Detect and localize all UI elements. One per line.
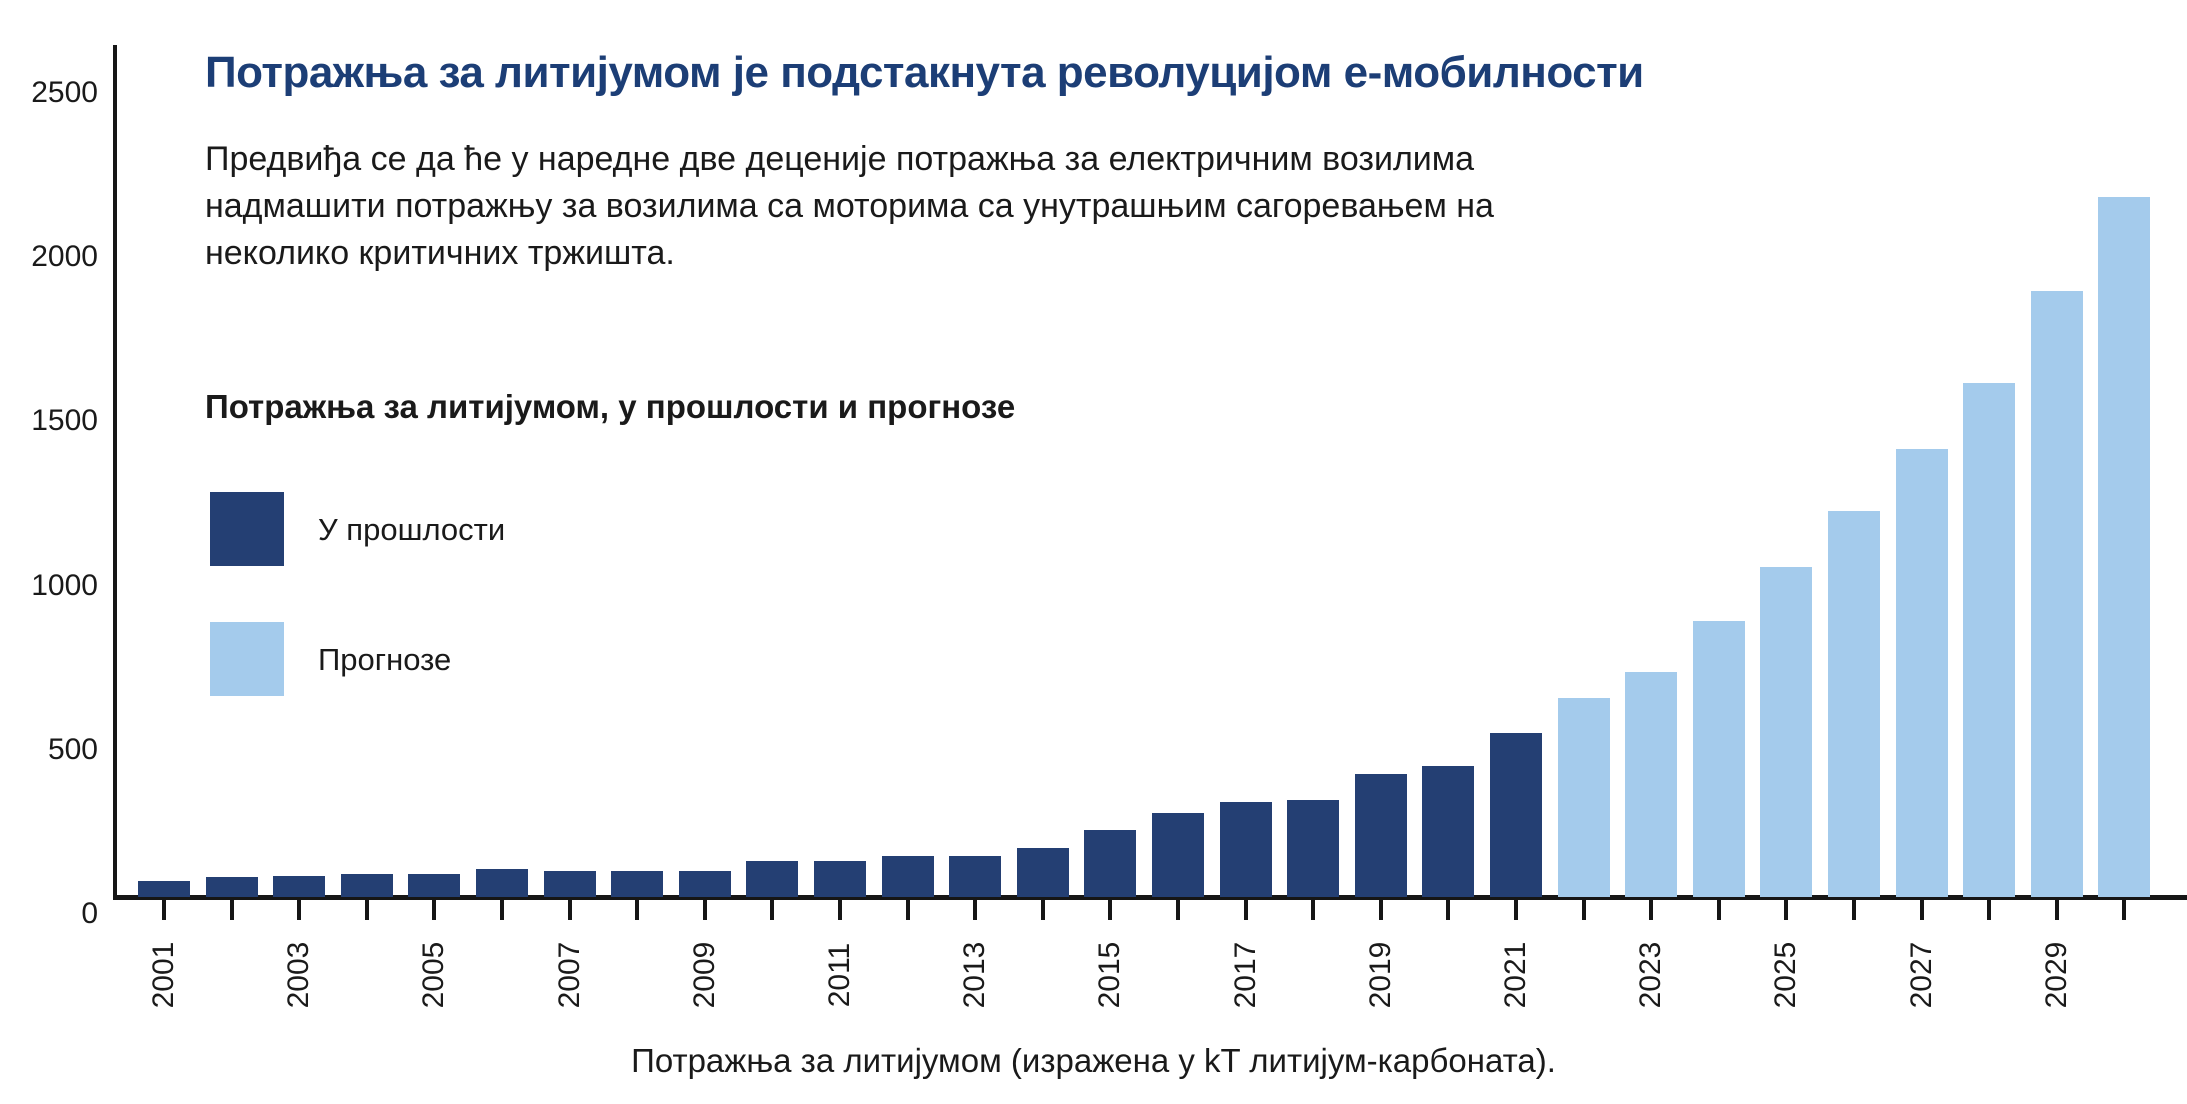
x-axis-tick-2002 xyxy=(230,900,234,920)
bar-2016 xyxy=(1152,813,1204,897)
x-axis-tick-2027 xyxy=(1920,900,1924,920)
x-axis-tick-2013 xyxy=(973,900,977,920)
x-axis-tick-2029 xyxy=(2055,900,2059,920)
y-axis-label-2000: 2000 xyxy=(31,240,98,273)
bar-2004 xyxy=(341,874,393,897)
x-axis-label-2003: 2003 xyxy=(282,941,315,1009)
y-axis-label-500: 500 xyxy=(47,733,98,766)
x-axis-label-2027: 2027 xyxy=(1905,941,1938,1009)
x-axis-tick-2005 xyxy=(432,900,436,920)
x-axis-tick-2007 xyxy=(568,900,572,920)
chart-caption: Потражња за литијумом (изражена у kT лит… xyxy=(631,1042,1556,1079)
x-axis-label-2023: 2023 xyxy=(1634,941,1667,1009)
bar-2009 xyxy=(679,871,731,897)
page-subtitle: Предвиђа се да ће у наредне две деценије… xyxy=(205,136,1605,277)
bar-2029 xyxy=(2031,291,2083,897)
bar-2028 xyxy=(1963,383,2015,897)
legend-label-historic: У прошлости xyxy=(318,512,506,547)
x-axis-tick-2009 xyxy=(703,900,707,920)
y-axis-label-1500: 1500 xyxy=(31,404,98,437)
chart-section-title: Потражња за литијумом, у прошлости и про… xyxy=(205,388,1016,425)
bar-2002 xyxy=(206,877,258,897)
x-axis-tick-2020 xyxy=(1446,900,1450,920)
bar-2003 xyxy=(273,876,325,897)
bar-2005 xyxy=(408,874,460,897)
bar-2024 xyxy=(1693,621,1745,897)
legend-swatch-historic xyxy=(210,492,284,566)
y-axis-line xyxy=(113,45,117,899)
x-axis-tick-2003 xyxy=(297,900,301,920)
x-axis-tick-2022 xyxy=(1582,900,1586,920)
x-axis-label-2017: 2017 xyxy=(1229,941,1262,1009)
x-axis-tick-2016 xyxy=(1176,900,1180,920)
x-axis-tick-2030 xyxy=(2122,900,2126,920)
x-axis-tick-2014 xyxy=(1041,900,1045,920)
x-axis-tick-2006 xyxy=(500,900,504,920)
bar-2027 xyxy=(1896,449,1948,897)
x-axis-tick-2017 xyxy=(1244,900,1248,920)
bar-2015 xyxy=(1084,830,1136,897)
bar-2010 xyxy=(746,861,798,897)
x-axis-tick-2001 xyxy=(162,900,166,920)
x-axis-label-2005: 2005 xyxy=(417,941,450,1009)
bar-2021 xyxy=(1490,733,1542,897)
bar-2013 xyxy=(949,856,1001,897)
bar-2007 xyxy=(544,871,596,897)
x-axis-label-2029: 2029 xyxy=(2040,941,2073,1009)
legend-swatch-forecast xyxy=(210,622,284,696)
x-axis-tick-2004 xyxy=(365,900,369,920)
subtitle-line-1: Предвиђа се да ће у наредне две деценије… xyxy=(205,140,1475,178)
y-axis-label-2500: 2500 xyxy=(31,76,98,109)
x-axis-tick-2015 xyxy=(1108,900,1112,920)
x-axis-tick-2021 xyxy=(1514,900,1518,920)
subtitle-line-3: неколико критичних тржишта. xyxy=(205,234,675,272)
x-axis-tick-2018 xyxy=(1311,900,1315,920)
x-axis-label-2009: 2009 xyxy=(688,941,721,1009)
bar-2019 xyxy=(1355,774,1407,897)
x-axis-tick-2025 xyxy=(1784,900,1788,920)
bar-2011 xyxy=(814,861,866,897)
bar-2014 xyxy=(1017,848,1069,897)
bar-2020 xyxy=(1422,766,1474,897)
bar-2001 xyxy=(138,881,190,897)
bar-2030 xyxy=(2098,197,2150,897)
x-axis-label-2025: 2025 xyxy=(1769,941,1802,1009)
x-axis-tick-2008 xyxy=(635,900,639,920)
bar-2026 xyxy=(1828,511,1880,897)
x-axis-label-2021: 2021 xyxy=(1499,941,1532,1009)
x-axis-tick-2026 xyxy=(1852,900,1856,920)
x-axis-tick-2028 xyxy=(1987,900,1991,920)
x-axis-label-2001: 2001 xyxy=(147,941,180,1009)
x-axis-tick-2011 xyxy=(838,900,842,920)
bar-2022 xyxy=(1558,698,1610,897)
y-axis-label-1000: 1000 xyxy=(31,569,98,602)
x-axis-label-2013: 2013 xyxy=(958,941,991,1009)
bar-2025 xyxy=(1760,567,1812,897)
x-axis-tick-2023 xyxy=(1649,900,1653,920)
legend-label-forecast: Прогнозе xyxy=(318,642,452,677)
y-axis-label-0: 0 xyxy=(81,897,98,930)
bar-2008 xyxy=(611,871,663,897)
x-axis-tick-2010 xyxy=(770,900,774,920)
x-axis-label-2019: 2019 xyxy=(1364,941,1397,1009)
x-axis-tick-2024 xyxy=(1717,900,1721,920)
bar-2018 xyxy=(1287,800,1339,897)
x-axis-tick-2012 xyxy=(906,900,910,920)
bar-2006 xyxy=(476,869,528,897)
bar-2017 xyxy=(1220,802,1272,897)
page-title: Потражња за литијумом је подстакнута рев… xyxy=(205,48,1644,97)
subtitle-line-2: надмашити потражњу за возилима са мотори… xyxy=(205,187,1494,225)
x-axis-tick-2019 xyxy=(1379,900,1383,920)
x-axis-label-2007: 2007 xyxy=(553,941,586,1009)
x-axis-label-2015: 2015 xyxy=(1093,941,1126,1009)
x-axis-label-2011: 2011 xyxy=(823,942,856,1008)
x-axis-line xyxy=(113,895,2187,900)
bar-2012 xyxy=(882,856,934,897)
bar-2023 xyxy=(1625,672,1677,897)
